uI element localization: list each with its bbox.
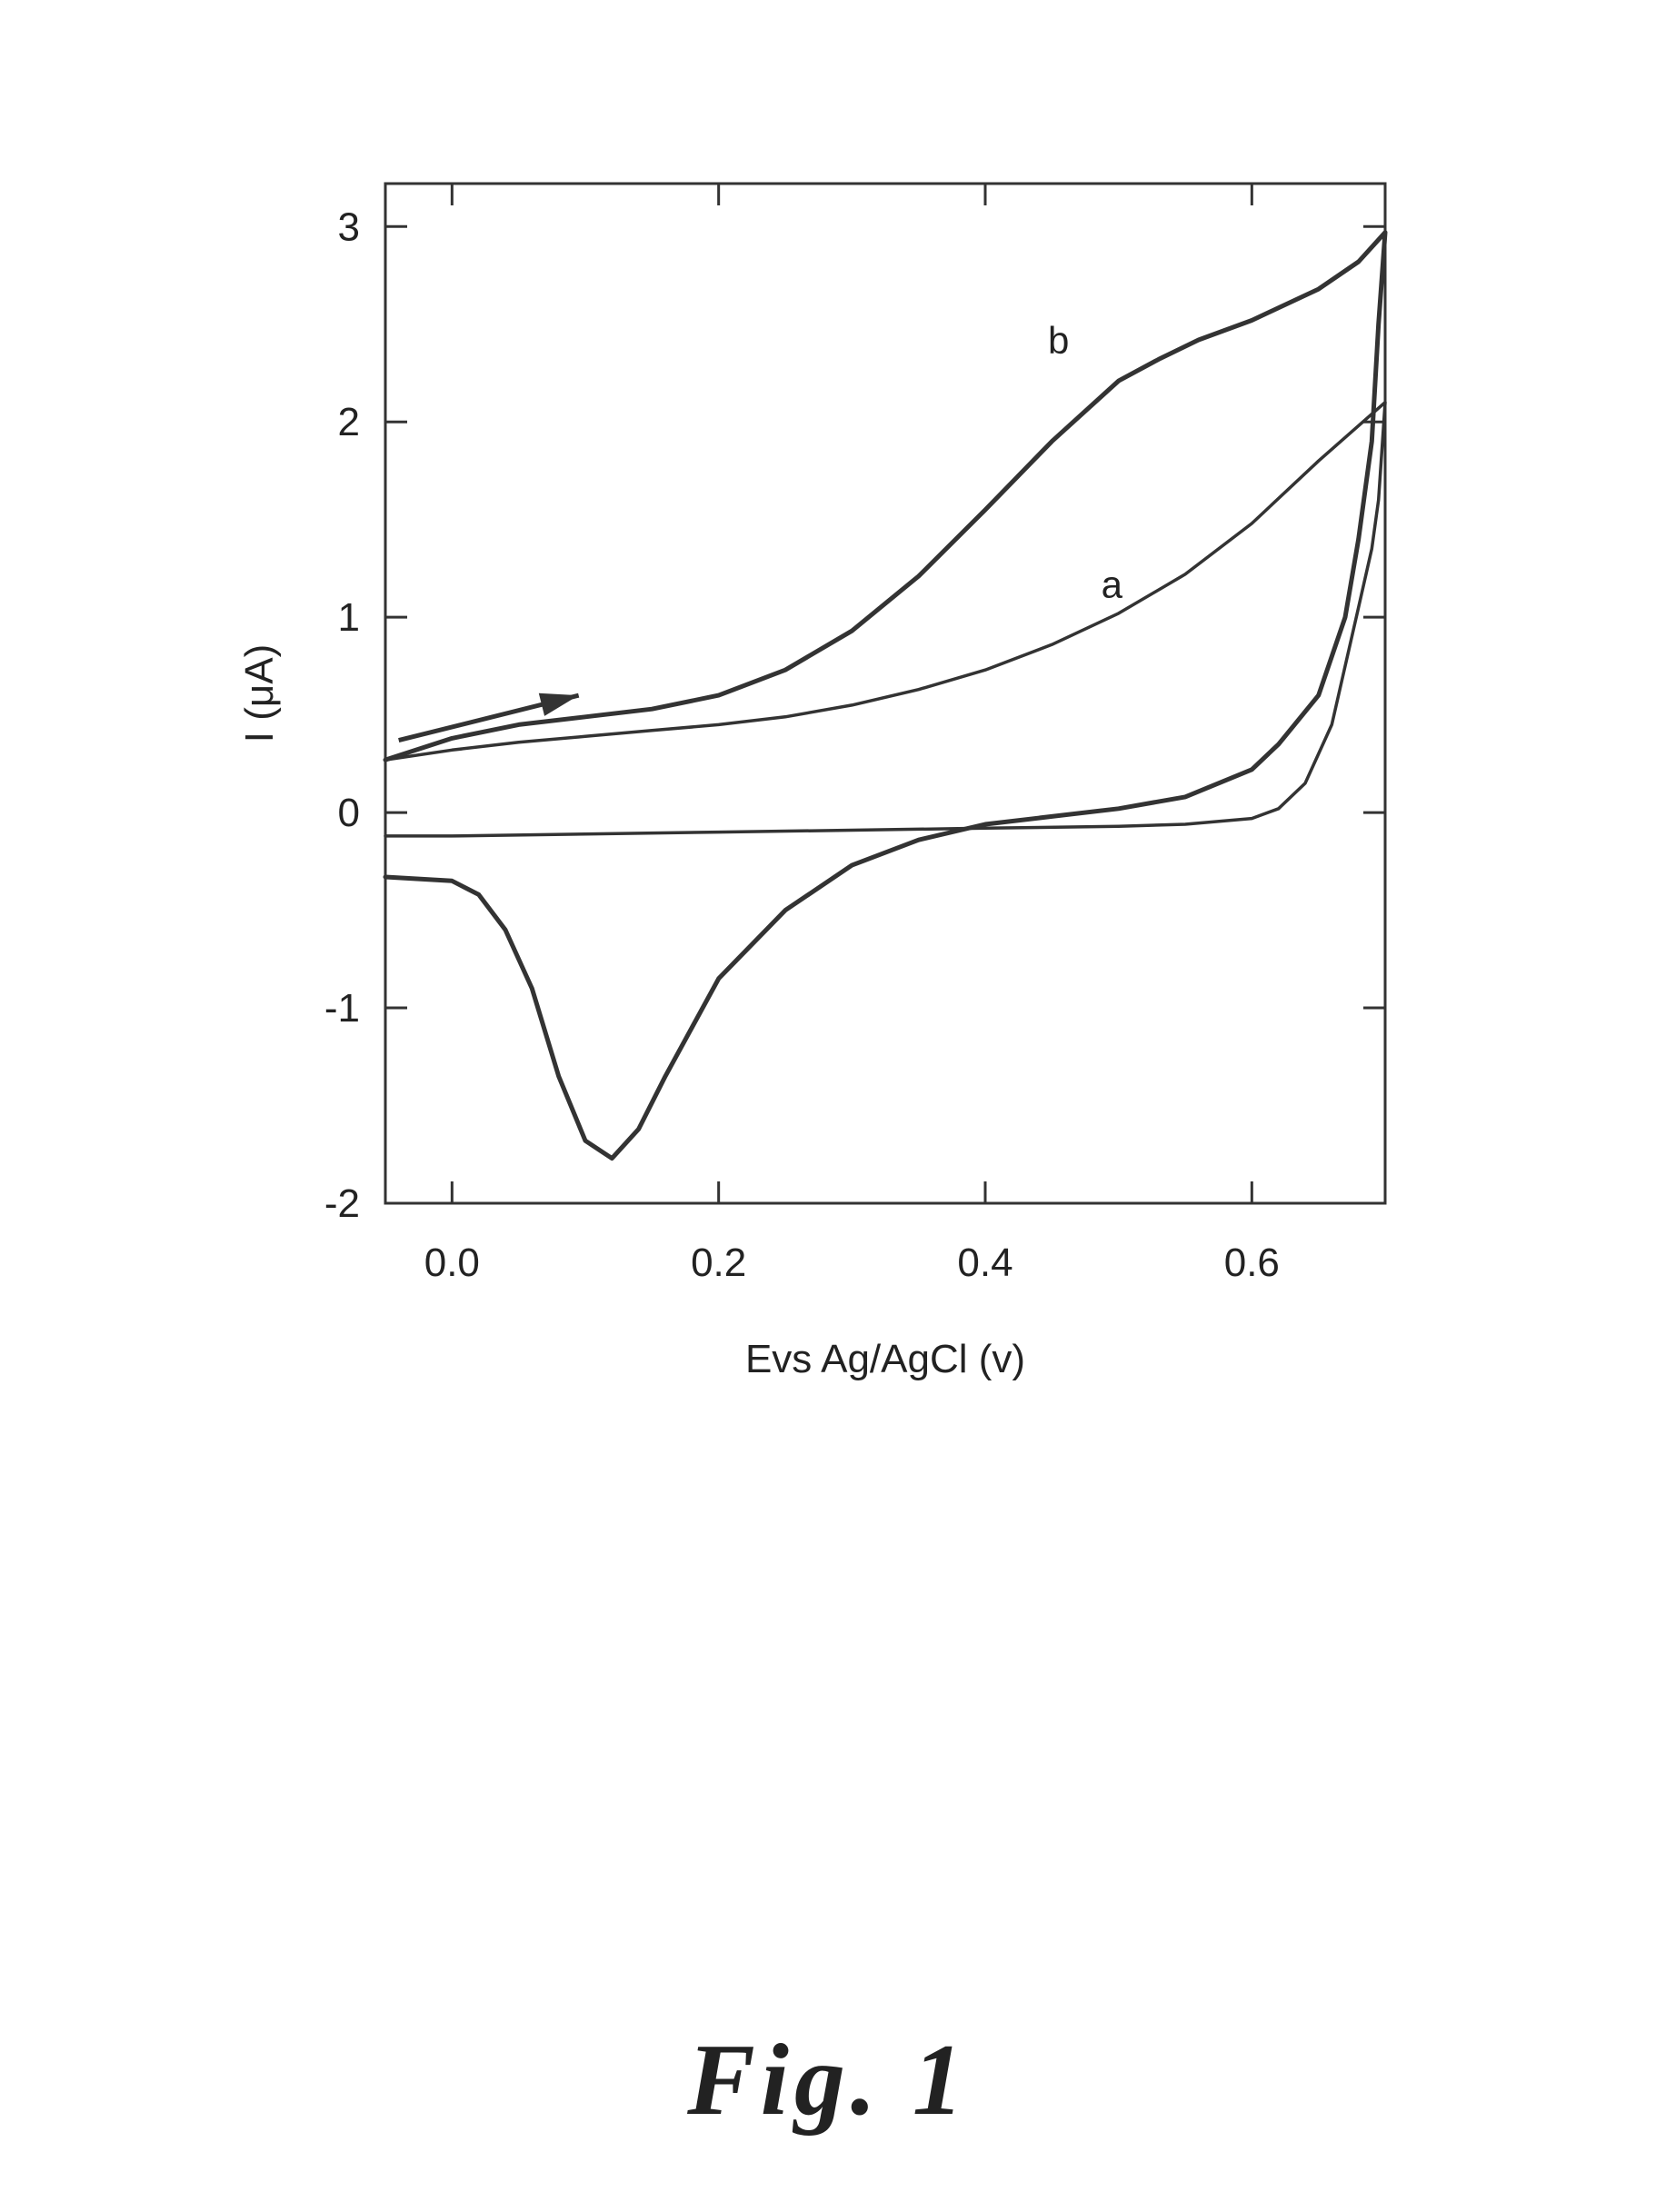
x-tick-label: 0.0	[424, 1241, 480, 1285]
series-a-curve	[385, 403, 1385, 836]
y-axis-title: I (μA)	[237, 644, 282, 742]
x-tick-label: 0.2	[691, 1241, 746, 1285]
x-tick-label: 0.4	[957, 1241, 1013, 1285]
y-tick-label: -1	[324, 986, 360, 1031]
tick-labels: 0.0 0.2 0.4 0.6 -2 -1 0 1 2 3	[324, 204, 1280, 1285]
axis-ticks	[385, 184, 1385, 1203]
series-a-label: a	[1102, 563, 1123, 606]
plot-frame	[385, 184, 1385, 1203]
series-group: ab	[385, 233, 1385, 1159]
y-tick-label: 0	[338, 791, 360, 835]
series-b-label: b	[1048, 319, 1069, 362]
y-tick-label: 3	[338, 204, 360, 249]
series-b-curve	[385, 233, 1385, 1159]
y-tick-label: 1	[338, 595, 360, 640]
y-tick-label: 2	[338, 400, 360, 444]
y-tick-label: -2	[324, 1181, 360, 1226]
x-axis-title: Evs Ag/AgCl (v)	[745, 1337, 1025, 1381]
arrow-head	[539, 693, 579, 716]
figure-caption: Fig. 1	[0, 2022, 1656, 2139]
x-tick-label: 0.6	[1224, 1241, 1280, 1285]
scan-direction-arrow	[399, 693, 579, 741]
